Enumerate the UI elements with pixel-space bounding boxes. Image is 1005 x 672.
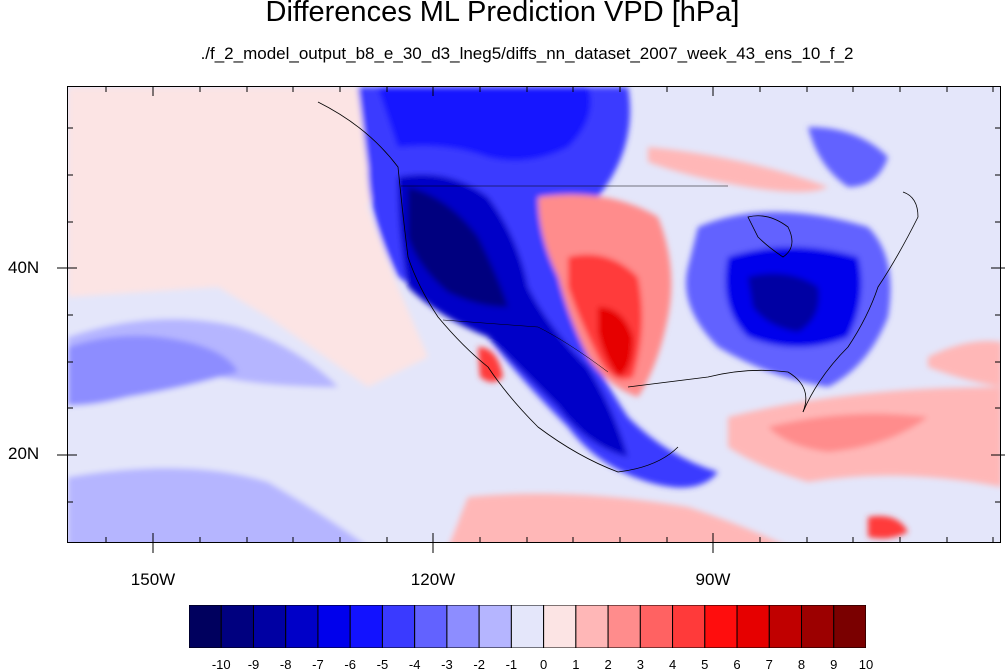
colorbar-box-6 (381, 605, 416, 648)
chart-subtitle: ./f_2_model_output_b8_e_30_d3_lneg5/diff… (200, 44, 854, 63)
colorbar-box-13 (607, 605, 641, 648)
lat-label-40n: 40N (8, 258, 40, 277)
colorbar-label: -7 (312, 657, 324, 672)
pacific-weak-positive (68, 87, 428, 387)
colorbar-box-15 (672, 605, 706, 648)
colorbar-box-12 (575, 605, 609, 648)
colorbar-label: 2 (604, 657, 612, 672)
colorbar-box-17 (736, 605, 770, 648)
colorbar-label: -4 (408, 657, 421, 672)
vpd-difference-field (68, 87, 1000, 542)
colorbar-label: -3 (441, 657, 453, 672)
colorbar-label: -1 (505, 657, 518, 672)
colorbar-label: -9 (247, 657, 260, 672)
colorbar-label: 10 (858, 657, 874, 672)
caribbean-positive-core (768, 413, 928, 452)
colorbar-box-9 (478, 605, 512, 648)
colorbar-box-18 (768, 605, 803, 648)
chart-title: Differences ML Prediction VPD [hPa] (265, 0, 740, 28)
northeast-blue (808, 127, 888, 187)
colorbar-label: 7 (765, 657, 773, 672)
atlantic-positive (928, 341, 1000, 387)
colorbar-label: 4 (668, 657, 677, 672)
central-america-positive (868, 516, 908, 539)
coastline-outlines (317, 101, 919, 473)
colorbar-box-8 (446, 605, 480, 648)
coastline-east (802, 191, 919, 413)
colorbar-box-14 (639, 605, 674, 648)
colorbar-label: -2 (473, 657, 485, 672)
colorbar-box-2 (252, 605, 287, 648)
colorbar-label: -10 (211, 657, 231, 672)
baja-positive (478, 347, 503, 382)
colorbar-box-3 (285, 605, 319, 648)
colorbar-label: 9 (830, 657, 838, 672)
colorbar-label: -5 (376, 657, 389, 672)
colorbar-box-7 (414, 605, 448, 648)
canada-negative (378, 87, 591, 161)
colorbar-box-10 (510, 605, 545, 648)
colorbar-label: 5 (701, 657, 709, 672)
colorbar (189, 605, 866, 648)
colorbar-label: 3 (636, 657, 644, 672)
texas-positive-deep (598, 307, 633, 377)
colorbar-label: 1 (572, 657, 580, 672)
colorbar-box-0 (189, 605, 222, 648)
coastline-west (317, 101, 679, 473)
colorbar-box-20 (833, 605, 866, 648)
colorbar-box-4 (317, 605, 351, 648)
lon-label-150w: 150W (130, 570, 176, 589)
colorbar-label: 0 (539, 657, 548, 672)
map-panel (67, 86, 1001, 543)
north-positive-strip (648, 147, 828, 192)
lon-label-90w: 90W (695, 570, 731, 589)
pacific-south-band (68, 468, 362, 542)
colorbar-box-19 (801, 605, 835, 648)
border-us-mexico (442, 319, 609, 373)
east-pacific-positive (450, 493, 778, 542)
colorbar-label: 8 (797, 657, 806, 672)
west-negative-deep (408, 187, 508, 307)
colorbar-box-1 (220, 605, 254, 648)
lon-label-120w: 120W (410, 570, 456, 589)
colorbar-box-16 (704, 605, 738, 648)
great-lakes (747, 215, 793, 258)
colorbar-label: 6 (733, 657, 741, 672)
colorbar-label: -8 (279, 657, 292, 672)
east-negative-deep (748, 273, 819, 332)
colorbar-label: -6 (344, 657, 356, 672)
colorbar-box-11 (543, 605, 577, 648)
pacific-blue-core (68, 335, 238, 406)
coastline-gulf (627, 369, 807, 413)
lat-label-20n: 20N (8, 444, 40, 463)
colorbar-box-5 (349, 605, 383, 648)
